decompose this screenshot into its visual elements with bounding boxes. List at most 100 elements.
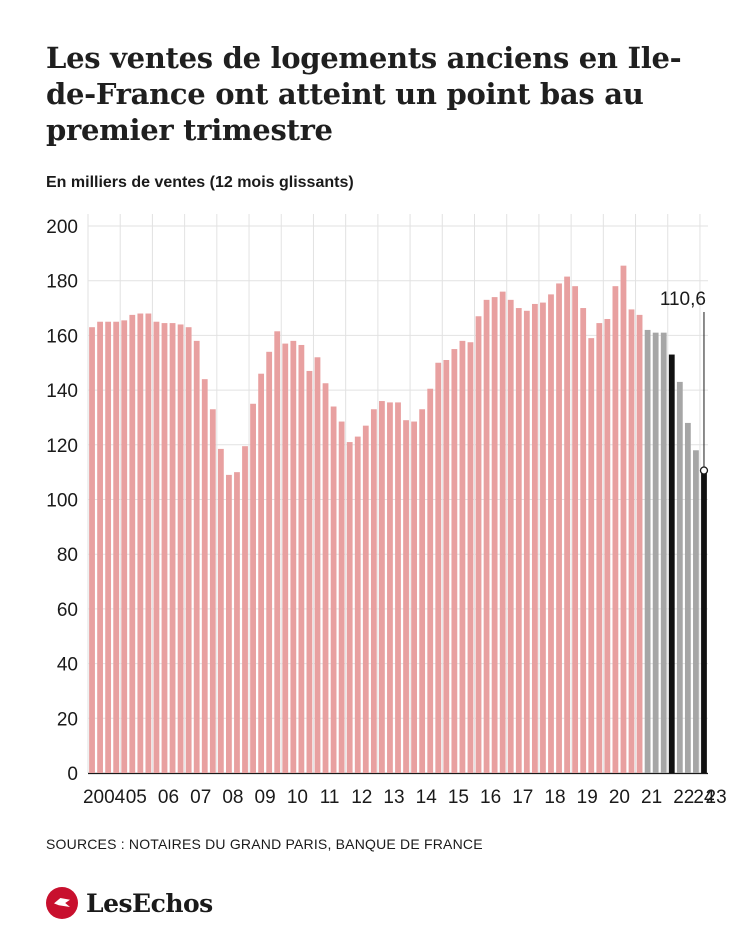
bar (298, 344, 305, 773)
bar (362, 425, 369, 773)
bar (185, 327, 192, 773)
bar (274, 331, 281, 773)
bar (540, 302, 546, 773)
bar (137, 313, 144, 773)
bar (346, 442, 353, 773)
bar (338, 421, 345, 773)
bar (548, 294, 554, 774)
bar (330, 406, 337, 773)
bar (612, 286, 619, 773)
bar (201, 379, 208, 773)
bar (242, 446, 248, 773)
bar (290, 340, 297, 773)
bar (419, 409, 426, 773)
bar (145, 313, 152, 773)
bar (701, 470, 707, 773)
bar (491, 297, 498, 773)
bar (531, 303, 538, 773)
y-tick-label: 160 (46, 326, 78, 347)
y-tick-label: 200 (46, 217, 78, 238)
bar (620, 265, 627, 773)
chart-subtitle: En milliers de ventes (12 mois glissants… (46, 174, 354, 191)
bar (499, 291, 506, 773)
bar (580, 308, 587, 773)
x-tick-label: 16 (480, 787, 501, 808)
bar (129, 314, 136, 773)
bar (322, 383, 329, 773)
bar (113, 321, 120, 773)
x-tick-label: 05 (126, 787, 147, 808)
les-echos-logo-icon (46, 887, 78, 919)
y-tick-label: 40 (57, 655, 78, 676)
bar (628, 309, 635, 773)
bar (451, 349, 458, 773)
x-tick-label: 12 (351, 787, 372, 808)
bar (564, 276, 570, 773)
x-tick-label: 10 (287, 787, 308, 808)
bar (443, 360, 450, 773)
bar (676, 381, 683, 773)
x-tick-label: 22 (673, 787, 694, 808)
bar (660, 332, 667, 773)
y-tick-label: 20 (57, 709, 78, 730)
bar (515, 308, 522, 773)
bar (572, 286, 579, 773)
y-tick-label: 180 (46, 272, 78, 293)
bar (588, 338, 595, 773)
bar (306, 370, 313, 773)
x-tick-label: 13 (383, 787, 404, 808)
bar (177, 324, 184, 773)
x-tick-label: 06 (158, 787, 179, 808)
bar (395, 402, 401, 773)
x-tick-label: 2004 (83, 787, 126, 808)
x-tick-label: 09 (255, 787, 276, 808)
bar (387, 402, 393, 773)
bar (89, 327, 95, 773)
y-tick-label: 80 (57, 545, 78, 566)
annotation-label: 110,6 (660, 289, 706, 310)
x-tick-label: 08 (222, 787, 243, 808)
bar (370, 409, 377, 773)
x-tick-label: 21 (641, 787, 662, 808)
bar (282, 343, 289, 773)
x-tick-label: 19 (577, 787, 598, 808)
y-tick-label: 140 (46, 381, 78, 402)
x-tick-label: 14 (416, 787, 438, 808)
bar (467, 342, 474, 773)
bar-chart: 0 20 40 60 80 100 120 140 160 180 200 2004 05 06 07 08… (46, 214, 727, 808)
bar (234, 472, 240, 773)
bar (97, 321, 103, 773)
bar (693, 450, 699, 773)
bar (354, 436, 361, 773)
bar (644, 329, 651, 773)
bar (636, 314, 643, 773)
bar (435, 362, 442, 773)
les-echos-logo-text: LesEchos (86, 888, 213, 918)
x-tick-label: 07 (190, 787, 211, 808)
chart-title: Les ventes de logements anciens en Ile-d… (46, 41, 682, 147)
bar (258, 373, 265, 773)
bar (121, 320, 128, 773)
bar (604, 318, 611, 773)
bar (652, 332, 659, 773)
les-echos-logo: LesEchos (46, 887, 213, 919)
x-tick-label: 11 (320, 787, 340, 808)
bar (556, 283, 562, 773)
bar (459, 340, 466, 773)
bar (475, 316, 482, 773)
x-tick-label: 23 (706, 787, 727, 808)
bar (266, 351, 273, 773)
bar (153, 321, 160, 773)
bar (250, 403, 256, 773)
y-tick-label: 0 (67, 764, 78, 785)
bar (403, 420, 409, 773)
bar (668, 354, 675, 773)
bar (523, 310, 530, 773)
x-tick-label: 15 (448, 787, 469, 808)
x-tick-label: 18 (544, 787, 565, 808)
y-tick-label: 60 (57, 600, 78, 621)
bar (193, 340, 200, 773)
bar (596, 323, 603, 773)
annotation-marker (699, 466, 709, 475)
bar (217, 448, 224, 773)
